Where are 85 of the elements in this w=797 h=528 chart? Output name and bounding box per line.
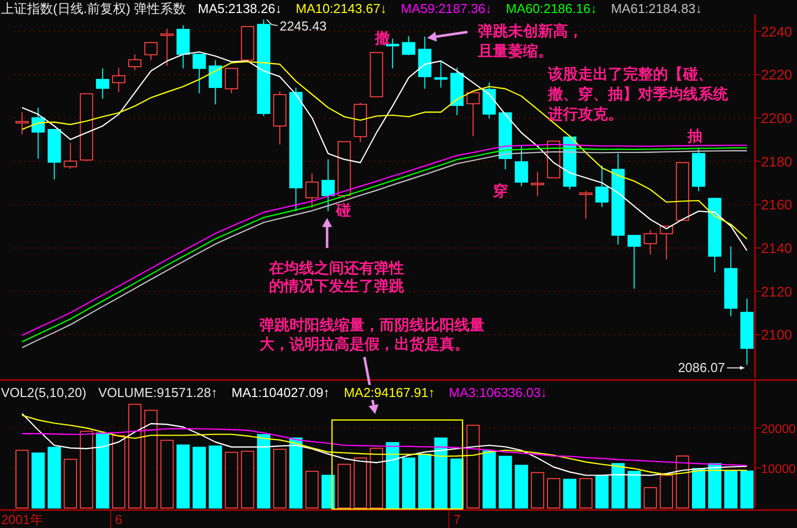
bar [676,456,690,508]
bar [563,478,576,508]
annotation: 弹跳时阳线缩量，而阴线比阳线量 [259,317,484,334]
bar [708,463,722,508]
bar [660,474,674,508]
y-tick-label: 2160 [761,196,792,213]
annotation: VOLUME:91571.28↑ [98,385,218,400]
bar [595,476,609,508]
bar [240,450,254,508]
bar [498,456,512,508]
bar [257,434,270,508]
annotation: 2086.07 [678,360,725,375]
y-tick-label: 2140 [761,240,792,256]
bar [48,446,61,508]
y-tick-label: 2220 [761,66,792,83]
y-tick-label: 2100 [761,326,792,343]
annotation: 撤 [374,30,390,47]
bar [611,463,625,508]
text: MA10:2143.67↓ [296,1,387,16]
bar [579,478,592,508]
x-tick-label: 2001年 [1,512,44,527]
bar [370,448,384,508]
chart-title: 上证指数(日线.前复权) 弹性系数 [1,1,186,16]
annotation: 抽 [686,128,702,145]
text: MA59:2187.36↓ [400,1,492,16]
bar [289,438,303,508]
bar [305,470,319,508]
annotation: 且量萎缩。 [477,43,554,60]
bar [338,464,351,508]
annotation: 弹跳未创新高， [478,22,584,40]
bar [128,404,142,508]
bar [322,474,335,508]
annotation: 穿 [492,182,508,200]
bar [80,430,94,508]
bar [514,464,528,508]
bar [176,444,190,508]
annotation: 进行攻克。 [546,106,623,123]
annotation: 该股走出了完整的【碰、 [546,65,713,83]
bar [628,470,641,508]
bar [466,424,480,508]
y-tick-label: 2240 [761,23,792,40]
text: MA60:2186.16↓ [506,1,597,16]
annotation: 的情况下发生了弹跳 [269,278,406,295]
text: MA5:2138.26↓ [198,1,282,16]
y-tick-label: 20000 [761,422,796,436]
bar [450,458,464,508]
bar [15,450,29,508]
bar [386,442,400,508]
y-tick-label: 2200 [761,110,792,126]
bar [144,410,158,508]
bar [692,468,706,508]
annotation: 撤、穿、抽】对季均线系统 [546,85,729,103]
bar [32,452,45,508]
bar [192,446,206,508]
bar [112,435,126,508]
bar [273,448,286,508]
bar [740,470,754,508]
x-tick-label: 7 [453,512,461,527]
bar [208,446,222,508]
text: MA2:94167.91↑ [344,385,435,400]
x-tick-label: 6 [115,512,122,527]
bar [530,472,544,508]
text: MA3:106336.03↓ [448,385,548,400]
annotation: 在均线之间还有弹性 [268,259,404,277]
bar [418,454,432,508]
text: MA1:104027.09↑ [232,385,330,400]
chart-title: VOL2(5,10,20) [1,385,86,400]
annotation: 大，说明拉高是假，出货是真。 [259,335,470,353]
annotation: 碰 [334,202,351,219]
bar [547,478,560,508]
bar [482,450,496,508]
bar [224,452,238,508]
bar [96,432,110,508]
bar [434,438,448,508]
text: MA61:2184.83↓ [610,1,702,16]
y-tick-label: 2120 [761,283,792,300]
bar [64,458,77,508]
bar [160,440,174,508]
bar [724,470,738,508]
bar [402,458,416,508]
y-tick-label: 10000 [761,462,796,476]
bar [644,487,657,508]
annotation: 2245.43 [280,18,327,34]
y-tick-label: 2180 [761,153,792,170]
bar [354,458,367,508]
